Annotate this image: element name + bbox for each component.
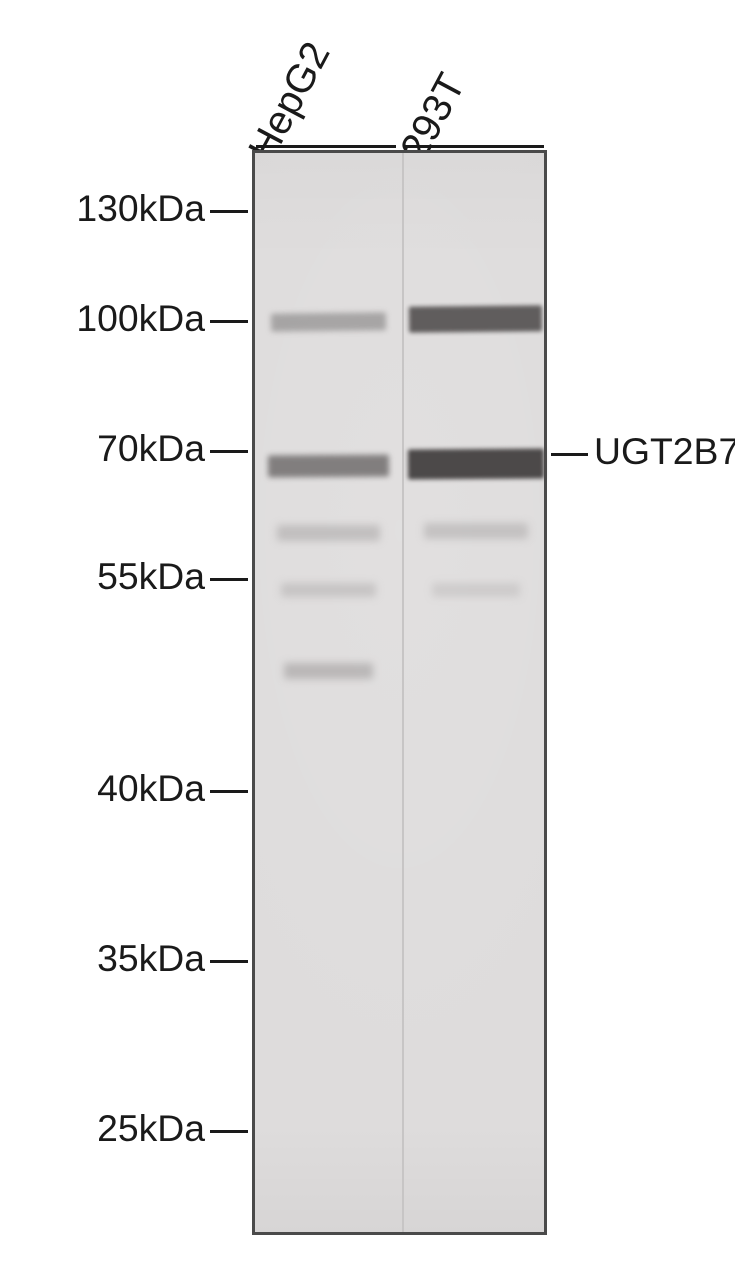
mw-tick	[210, 450, 248, 453]
band	[409, 305, 542, 332]
lane-underline	[404, 145, 544, 148]
band	[432, 583, 521, 597]
band	[424, 523, 528, 539]
mw-tick	[210, 210, 248, 213]
band	[281, 583, 377, 597]
mw-label: 25kDa	[97, 1107, 205, 1150]
mw-tick	[210, 960, 248, 963]
mw-label: 55kDa	[97, 555, 205, 598]
mw-tick	[210, 790, 248, 793]
mw-label: 40kDa	[97, 767, 205, 810]
mw-tick	[210, 1130, 248, 1133]
mw-tick	[210, 320, 248, 323]
mw-label: 35kDa	[97, 937, 205, 980]
band	[268, 455, 389, 478]
lane-divider	[402, 153, 404, 1232]
mw-label: 100kDa	[76, 297, 205, 340]
lane-label: HepG2	[240, 35, 339, 168]
target-label: UGT2B7	[594, 430, 735, 473]
band	[271, 312, 386, 331]
target-text: UGT2B7	[594, 430, 735, 472]
mw-label: 70kDa	[97, 427, 205, 470]
mw-tick	[210, 578, 248, 581]
target-tick	[551, 453, 588, 456]
mw-label: 130kDa	[76, 187, 205, 230]
band	[284, 663, 372, 679]
band	[277, 525, 380, 541]
blot-membrane	[252, 150, 547, 1235]
band	[408, 449, 544, 480]
lane-underline	[256, 145, 396, 148]
western-blot-figure: 130kDa 100kDa 70kDa 55kDa 40kDa 35kDa 25kDa He…	[0, 0, 735, 1280]
